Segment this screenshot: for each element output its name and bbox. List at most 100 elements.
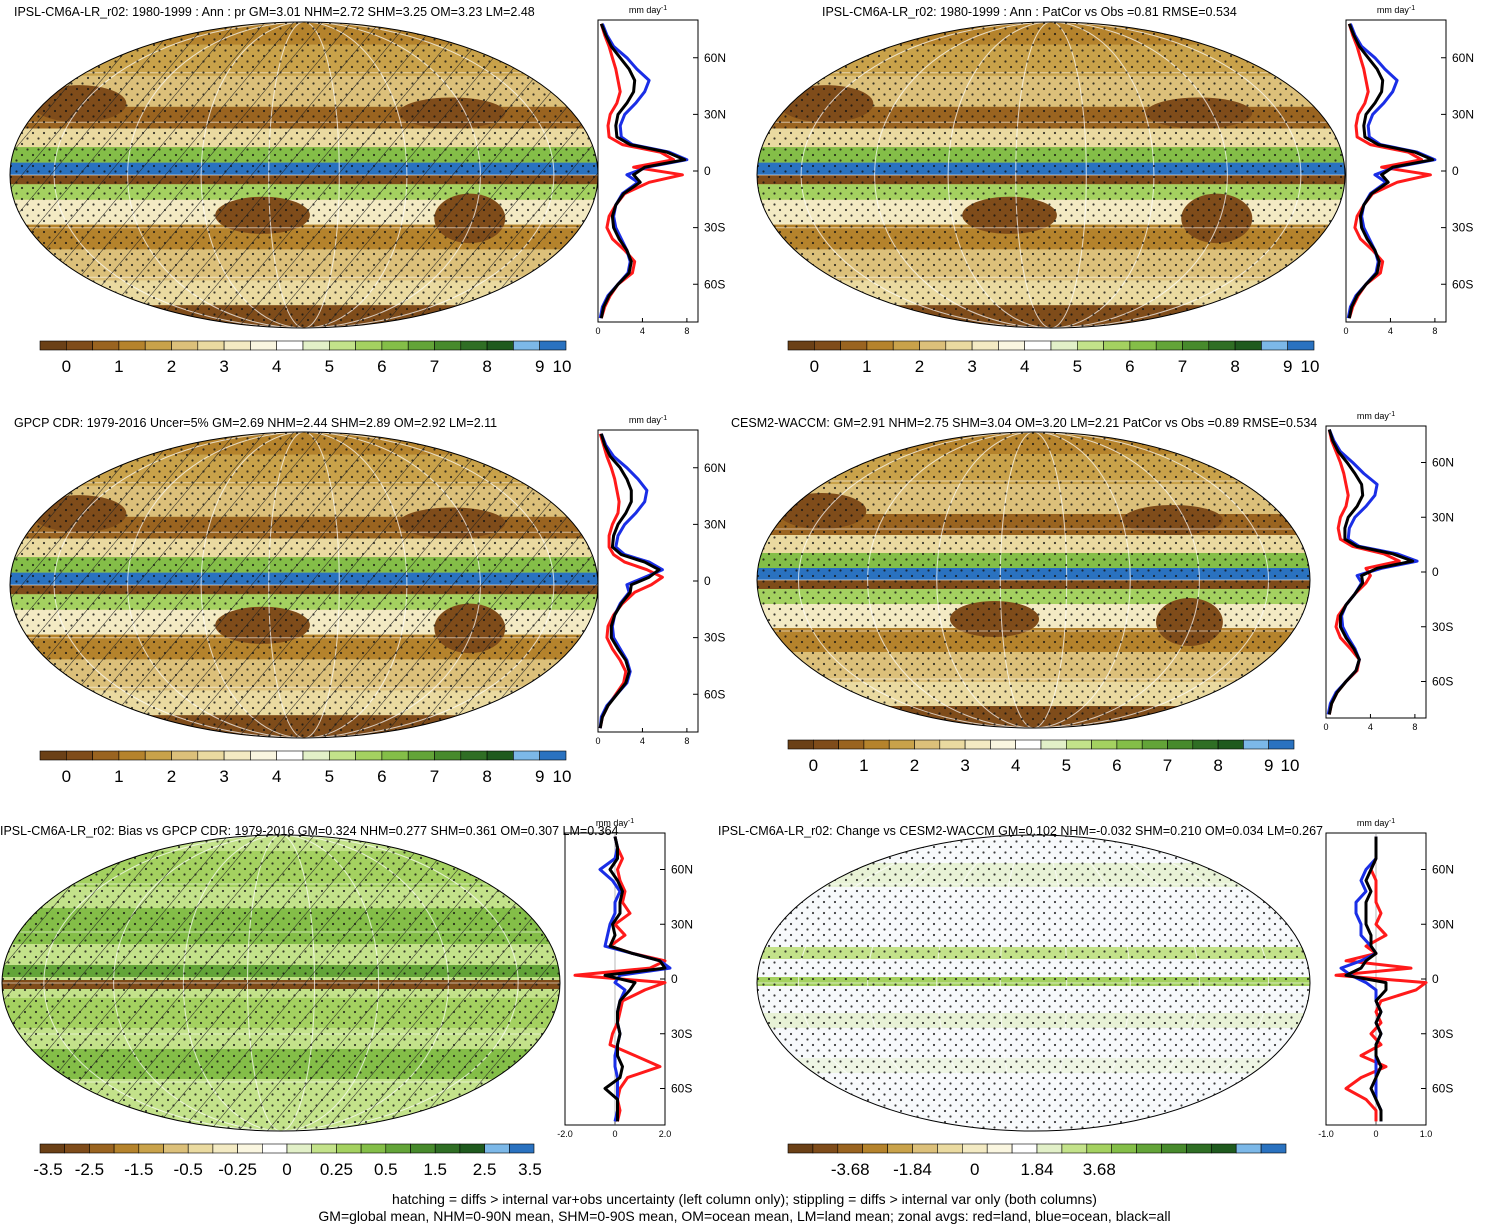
colorbar-label: 6 — [1112, 756, 1121, 775]
zonal-ylabel: 60N — [704, 51, 726, 65]
colorbar-label: 5 — [1062, 756, 1071, 775]
zonal-xlabel: 0 — [612, 1129, 617, 1139]
colorbar-bin — [812, 739, 839, 750]
zonal-ylabel: 30S — [704, 221, 725, 235]
colorbar-bin — [840, 340, 868, 351]
colorbar-bin — [1186, 1143, 1212, 1154]
colorbar-bin — [163, 1143, 189, 1154]
colorbar-bin — [986, 1143, 1013, 1154]
colorbar-label: 0 — [62, 767, 71, 786]
hatch-overlay — [10, 432, 598, 738]
zonal-xlabel: 4 — [1388, 326, 1393, 336]
colorbar-bin — [237, 1143, 263, 1154]
colorbar-label: 4 — [272, 357, 281, 376]
colorbar-label: 6 — [1125, 357, 1134, 376]
colorbar-bin — [407, 750, 435, 761]
zonal-series-line — [598, 433, 664, 729]
colorbar-label: 7 — [430, 357, 439, 376]
colorbar-bin — [311, 1143, 337, 1154]
colorbar-bin — [434, 1143, 461, 1154]
colorbar-bin — [64, 1143, 90, 1154]
zonal-xlabel: 8 — [684, 326, 689, 336]
hatch-overlay — [2, 835, 560, 1131]
colorbar-bin — [39, 1143, 66, 1154]
zonal-mean-plot: mm day-1 60N 30N 0 30S 60S -1.0 0 1.0 — [1318, 818, 1454, 1139]
zonal-series-line — [603, 836, 667, 1122]
colorbar-bin — [144, 340, 172, 351]
zonal-units-label: mm day-1 — [629, 5, 667, 15]
colorbar-label: 2 — [167, 767, 176, 786]
colorbar-bin — [89, 1143, 115, 1154]
zonal-series-line — [598, 836, 672, 1122]
colorbar-label: 2 — [915, 357, 924, 376]
colorbar-bin — [276, 750, 304, 761]
colorbar-label: 10 — [553, 357, 572, 376]
colorbar-bin — [144, 750, 172, 761]
colorbar-label: -0.5 — [174, 1160, 203, 1179]
colorbar-label: 5 — [1073, 357, 1082, 376]
colorbar: 0 1 2 3 4 5 6 7 8 9 10 — [39, 340, 571, 376]
zonal-units-label: mm day-1 — [596, 818, 634, 828]
colorbar-bin — [787, 1143, 814, 1154]
zonal-ylabel: 30S — [1432, 620, 1453, 634]
zonal-series-line — [598, 433, 664, 729]
colorbar-label: 3.68 — [1083, 1160, 1116, 1179]
colorbar-bin — [508, 1143, 535, 1154]
colorbar-bin — [407, 340, 435, 351]
colorbar-bin — [887, 1143, 913, 1154]
colorbar-bin — [118, 340, 146, 351]
zonal-ylabel: 30S — [1432, 1027, 1453, 1041]
zonal-ylabel: 30N — [671, 917, 693, 931]
colorbar: 0 1 2 3 4 5 6 7 8 9 10 — [39, 750, 571, 786]
zonal-ylabel: 60S — [1432, 1082, 1453, 1096]
colorbar-bin — [1287, 340, 1315, 351]
colorbar-bin — [539, 340, 567, 351]
zonal-ylabel: 30N — [704, 517, 726, 531]
zonal-ylabel: 0 — [671, 972, 678, 986]
colorbar-label: -1.84 — [893, 1160, 932, 1179]
zonal-xlabel: 4 — [640, 736, 645, 746]
colorbar-label: 9 — [1264, 756, 1273, 775]
zonal-mean-plot: mm day-1 60N 30N 0 30S 60S 0 4 8 — [595, 415, 726, 746]
zonal-ylabel: 60N — [1452, 51, 1474, 65]
colorbar-bin — [336, 1143, 362, 1154]
colorbar-bin — [892, 340, 920, 351]
colorbar-bin — [1091, 739, 1118, 750]
stipple-overlay — [757, 835, 1310, 1131]
zonal-ylabel: 0 — [1452, 164, 1459, 178]
colorbar-bin — [171, 340, 199, 351]
footer-note-means: GM=global mean, NHM=0-90N mean, SHM=0-90… — [318, 1208, 1171, 1224]
zonal-series-line — [598, 23, 689, 319]
colorbar-bin — [410, 1143, 436, 1154]
panel-title: IPSL-CM6A-LR_r02: Change vs CESM2-WACCM … — [718, 824, 1324, 838]
colorbar-bin — [381, 340, 409, 351]
zonal-series-line — [599, 23, 687, 319]
colorbar-label: 1 — [114, 767, 123, 786]
colorbar-bin — [118, 750, 146, 761]
colorbar-bin — [998, 340, 1025, 351]
colorbar-bin — [888, 739, 915, 750]
zonal-xlabel: 0 — [595, 736, 600, 746]
colorbar-bin — [1076, 340, 1104, 351]
zonal-xlabel: 8 — [684, 736, 689, 746]
colorbar-label: 8 — [1213, 756, 1222, 775]
colorbar-bin — [360, 1143, 387, 1154]
colorbar-label: -0.25 — [218, 1160, 257, 1179]
colorbar-bin — [787, 340, 815, 351]
colorbar-bin — [434, 750, 462, 761]
colorbar-bin — [1167, 739, 1194, 750]
zonal-xlabel: 4 — [640, 326, 645, 336]
zonal-ylabel: 0 — [1432, 565, 1439, 579]
zonal-ylabel: 30S — [671, 1027, 692, 1041]
colorbar-bin — [250, 750, 277, 761]
zonal-units-label: mm day-1 — [1377, 5, 1415, 15]
colorbar-label: -3.5 — [33, 1160, 62, 1179]
colorbar-label: 4 — [272, 767, 281, 786]
zonal-xlabel: 0 — [1323, 722, 1328, 732]
colorbar-bin — [197, 750, 225, 761]
colorbar-bin — [539, 750, 567, 761]
colorbar-bin — [813, 340, 841, 351]
colorbar-label: 7 — [1178, 357, 1187, 376]
colorbar-bin — [1192, 739, 1219, 750]
precip-map — [9, 21, 599, 329]
